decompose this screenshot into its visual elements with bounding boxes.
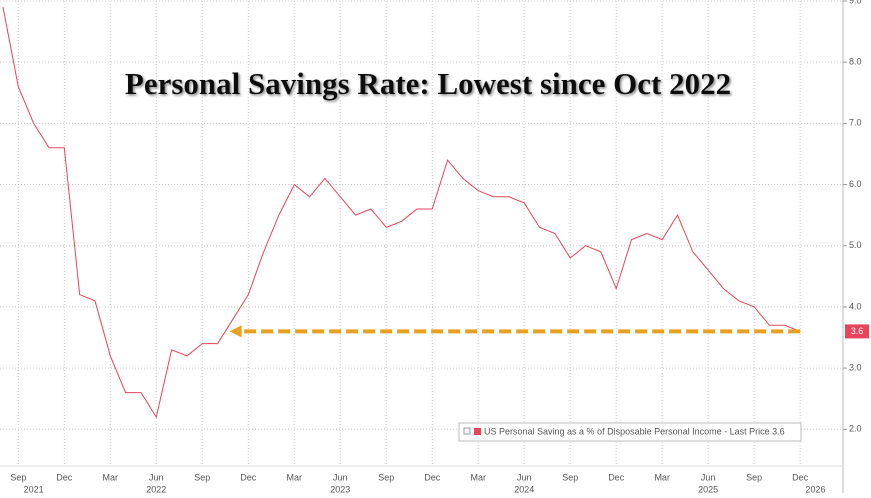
x-tick-label: Sep <box>194 472 210 482</box>
x-tick-label: Dec <box>240 472 257 482</box>
y-tick-label: 5.0 <box>849 240 862 250</box>
legend-box <box>458 422 802 442</box>
line-series <box>2 7 801 419</box>
x-year-label: 2023 <box>330 484 350 493</box>
x-tick-label: Dec <box>608 472 625 482</box>
x-tick-label: Mar <box>287 472 303 482</box>
x-tick-label: Sep <box>746 472 762 482</box>
y-tick-label: 9.0 <box>849 0 862 5</box>
x-tick-label: Dec <box>56 472 73 482</box>
annotation-arrowhead <box>229 325 242 338</box>
x-tick-label: Sep <box>378 472 394 482</box>
y-tick-label: 6.0 <box>849 179 862 189</box>
last-price-label: 3.6 <box>851 326 864 336</box>
x-tick-label: Mar <box>470 472 486 482</box>
y-tick-label: 7.0 <box>849 118 862 128</box>
x-year-label: 2025 <box>698 484 718 493</box>
legend-toggle <box>463 427 471 435</box>
x-tick-label: Jun <box>333 472 348 482</box>
legend-swatch <box>474 428 481 435</box>
x-tick-label: Jun <box>701 472 716 482</box>
x-tick-label: Dec <box>792 472 809 482</box>
x-tick-label: Sep <box>562 472 578 482</box>
y-tick-label: 3.0 <box>849 362 862 372</box>
chart-title: Personal Savings Rate: Lowest since Oct … <box>125 66 731 101</box>
x-year-label: 2024 <box>514 484 534 493</box>
x-tick-label: Jun <box>517 472 532 482</box>
x-tick-label: Mar <box>103 472 119 482</box>
x-year-label: 2026 <box>805 484 825 493</box>
x-tick-label: Dec <box>424 472 441 482</box>
x-tick-label: Mar <box>654 472 670 482</box>
x-year-label: 2022 <box>146 484 166 493</box>
legend-label: US Personal Saving as a % of Disposable … <box>484 426 785 436</box>
x-tick-label: Sep <box>10 472 26 482</box>
x-year-label: 2021 <box>24 484 44 493</box>
x-tick-label: Jun <box>149 472 164 482</box>
y-tick-label: 8.0 <box>849 57 862 67</box>
y-tick-label: 2.0 <box>849 424 862 434</box>
last-price-tag <box>845 324 869 339</box>
y-tick-label: 4.0 <box>849 301 862 311</box>
legend: US Personal Saving as a % of Disposable … <box>458 422 802 442</box>
